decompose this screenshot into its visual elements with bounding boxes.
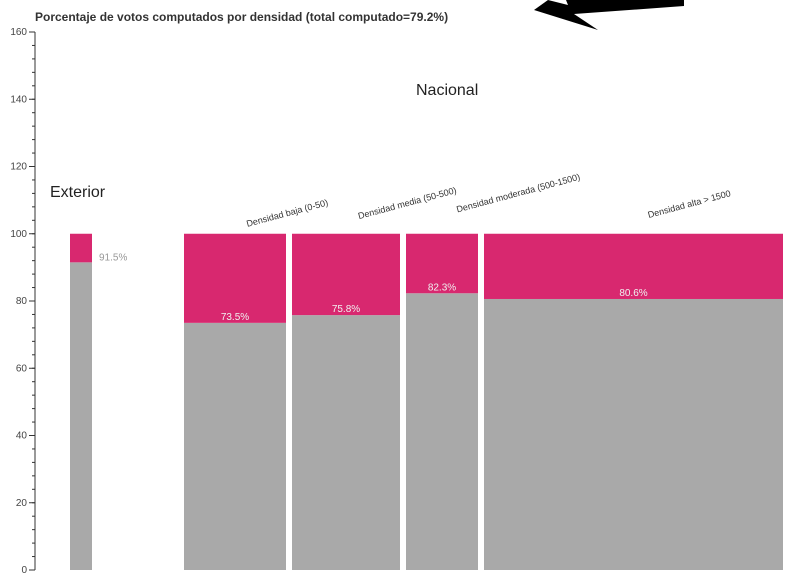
bar-remaining: [406, 233, 478, 294]
bar-computed: [292, 315, 400, 570]
bar-computed: [484, 298, 783, 570]
bar-remaining: [484, 233, 783, 299]
y-tick-label: 20: [16, 498, 28, 509]
y-tick-label: 80: [16, 296, 28, 307]
data-label: 91.5%: [99, 252, 127, 263]
y-axis: 0 20 40 60 80 100 120 140 160: [10, 27, 36, 576]
data-label: 82.3%: [428, 282, 456, 293]
y-tick-label: 40: [16, 431, 28, 442]
data-label: 75.8%: [332, 304, 360, 315]
y-tick-label: 120: [10, 162, 27, 173]
data-label: 73.5%: [221, 312, 249, 323]
y-tick-label: 0: [21, 565, 27, 576]
group-label: Exterior: [50, 184, 106, 201]
y-tick-label: 60: [16, 363, 28, 374]
bar-computed: [406, 293, 478, 570]
chart-title: Porcentaje de votos computados por densi…: [35, 10, 448, 24]
bar-remaining: [184, 233, 286, 323]
y-tick-label: 140: [10, 94, 27, 105]
category-label: Densidad alta > 1500: [647, 188, 732, 220]
bar-remaining: [70, 233, 92, 263]
group-label: Nacional: [416, 82, 478, 99]
data-label: 80.6%: [619, 288, 647, 299]
category-label: Densidad baja (0-50): [245, 197, 329, 228]
category-label: Densidad media (50-500): [357, 185, 458, 221]
category-label: Densidad moderada (500-1500): [455, 172, 581, 215]
bar-computed: [184, 322, 286, 570]
bar-computed: [70, 262, 92, 570]
y-tick-label: 100: [10, 229, 27, 240]
arrow-icon: [534, 0, 684, 30]
bars: [70, 233, 783, 570]
y-tick-label: 160: [10, 27, 27, 38]
bar-remaining: [292, 233, 400, 316]
